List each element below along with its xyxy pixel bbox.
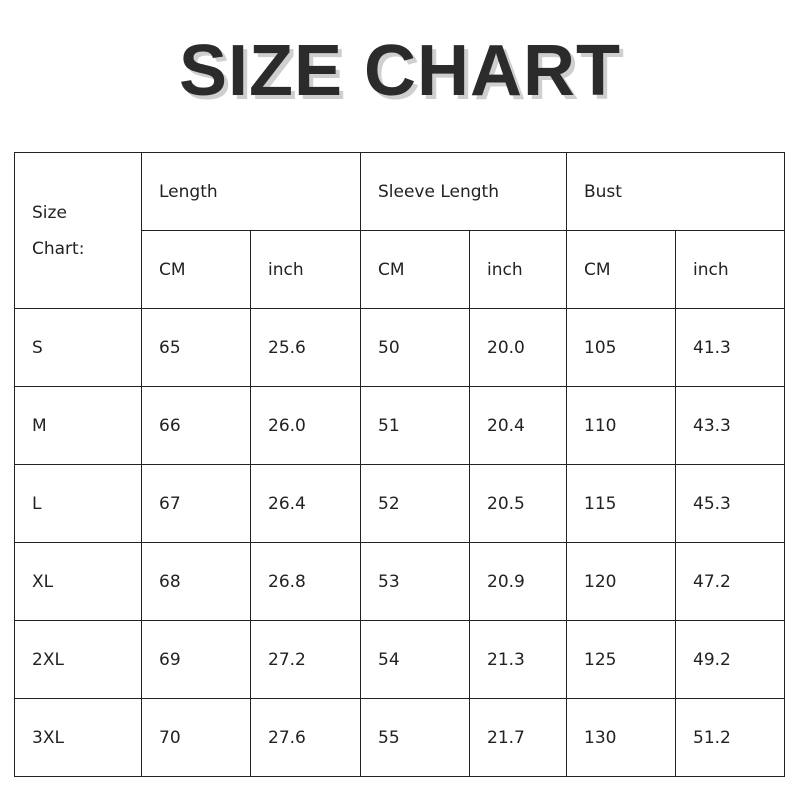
header-row: Size Chart: Length Sleeve Length Bust: [14, 152, 785, 309]
size-cell: S: [14, 308, 142, 387]
header-sleeve-length: Sleeve Length: [360, 152, 567, 231]
value-cell: 25.6: [250, 308, 361, 387]
table-row: S 65 25.6 50 20.0 105 41.3: [14, 308, 785, 387]
unit-cell: inch: [250, 230, 361, 309]
value-cell: 70: [141, 698, 251, 777]
corner-label-line: Size: [32, 202, 67, 223]
value-cell: 20.5: [469, 464, 567, 543]
value-cell: 120: [566, 542, 676, 621]
table-row: XL 68 26.8 53 20.9 120 47.2: [14, 542, 785, 621]
value-cell: 41.3: [675, 308, 785, 387]
size-cell: L: [14, 464, 142, 543]
value-cell: 69: [141, 620, 251, 699]
value-cell: 47.2: [675, 542, 785, 621]
value-cell: 68: [141, 542, 251, 621]
size-cell: M: [14, 386, 142, 465]
value-cell: 110: [566, 386, 676, 465]
table-row: 3XL 70 27.6 55 21.7 130 51.2: [14, 698, 785, 777]
value-cell: 52: [360, 464, 470, 543]
value-cell: 115: [566, 464, 676, 543]
size-cell: 3XL: [14, 698, 142, 777]
unit-cell: CM: [360, 230, 470, 309]
value-cell: 125: [566, 620, 676, 699]
size-cell: XL: [14, 542, 142, 621]
value-cell: 20.9: [469, 542, 567, 621]
value-cell: 130: [566, 698, 676, 777]
value-cell: 55: [360, 698, 470, 777]
corner-label: Size Chart:: [14, 152, 142, 309]
value-cell: 105: [566, 308, 676, 387]
table-row: M 66 26.0 51 20.4 110 43.3: [14, 386, 785, 465]
unit-cell: inch: [469, 230, 567, 309]
value-cell: 20.0: [469, 308, 567, 387]
value-cell: 53: [360, 542, 470, 621]
page-title: SIZE CHART: [179, 31, 621, 111]
value-cell: 27.6: [250, 698, 361, 777]
value-cell: 26.8: [250, 542, 361, 621]
value-cell: 20.4: [469, 386, 567, 465]
header-bust: Bust: [566, 152, 785, 231]
value-cell: 45.3: [675, 464, 785, 543]
size-cell: 2XL: [14, 620, 142, 699]
value-cell: 51.2: [675, 698, 785, 777]
table-row: 2XL 69 27.2 54 21.3 125 49.2: [14, 620, 785, 699]
unit-cell: inch: [675, 230, 785, 309]
size-table: Size Chart: Length Sleeve Length Bust CM …: [14, 152, 785, 777]
value-cell: 66: [141, 386, 251, 465]
value-cell: 21.3: [469, 620, 567, 699]
value-cell: 27.2: [250, 620, 361, 699]
value-cell: 26.4: [250, 464, 361, 543]
value-cell: 26.0: [250, 386, 361, 465]
value-cell: 67: [141, 464, 251, 543]
value-cell: 21.7: [469, 698, 567, 777]
unit-cell: CM: [566, 230, 676, 309]
value-cell: 49.2: [675, 620, 785, 699]
value-cell: 50: [360, 308, 470, 387]
value-cell: 54: [360, 620, 470, 699]
value-cell: 51: [360, 386, 470, 465]
header-length: Length: [141, 152, 361, 231]
unit-cell: CM: [141, 230, 251, 309]
corner-label-line: Chart:: [32, 238, 85, 259]
value-cell: 65: [141, 308, 251, 387]
value-cell: 43.3: [675, 386, 785, 465]
table-row: L 67 26.4 52 20.5 115 45.3: [14, 464, 785, 543]
unit-row: CM inch CM inch CM inch: [15, 230, 785, 309]
